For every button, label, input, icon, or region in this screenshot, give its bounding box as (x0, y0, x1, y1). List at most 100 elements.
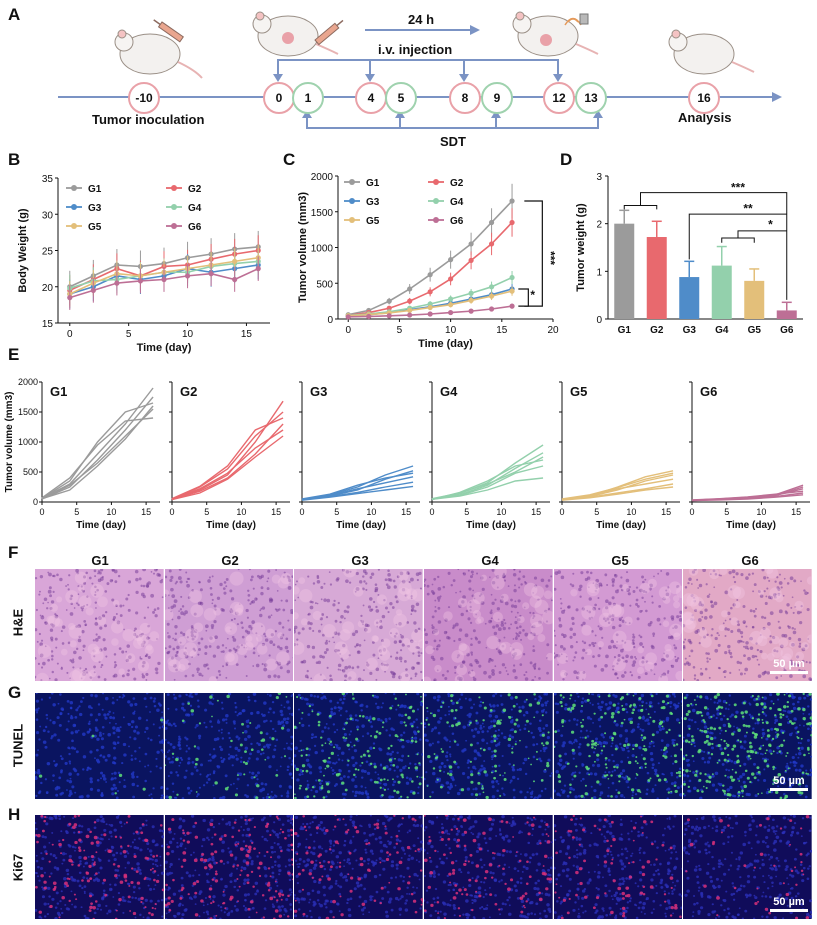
y-axis-label: Tumor volume (mm3) (297, 192, 309, 303)
bar-g2 (646, 237, 667, 319)
panel-letter-e: E (8, 345, 20, 364)
data-point (427, 289, 433, 295)
x-tick-label: G5 (748, 325, 762, 336)
data-point (509, 198, 515, 204)
significance-bracket (524, 200, 543, 307)
ki67-image-g6 (683, 815, 813, 919)
legend-marker (433, 179, 439, 185)
tumor-curve (431, 456, 544, 500)
y-tick-label: 500 (23, 467, 38, 477)
data-point (184, 273, 191, 279)
row-label-ki67: Ki67 (10, 853, 26, 882)
end-caption: Analysis (678, 110, 732, 125)
data-point (509, 303, 515, 309)
he-image-g3 (294, 569, 424, 681)
syringe-icon (153, 19, 184, 43)
x-tick-label: 10 (756, 507, 766, 517)
legend-marker (433, 198, 439, 204)
y-tick-label: 20 (42, 283, 54, 294)
he-image-g4 (424, 569, 553, 681)
significance-bracket (623, 205, 658, 210)
legend-marker (71, 204, 77, 210)
x-tick-label: 5 (397, 325, 403, 336)
tumor-curve (171, 423, 284, 500)
column-header-g4: G4 (481, 553, 499, 568)
tumor-curve (431, 452, 544, 500)
data-point (386, 298, 392, 304)
x-axis-label: Time (day) (418, 338, 473, 350)
x-tick-label: 5 (334, 507, 339, 517)
data-point (468, 290, 474, 296)
legend-marker (433, 217, 439, 223)
y-tick-label: 500 (316, 279, 333, 290)
data-point (448, 302, 454, 308)
group-label: G3 (310, 384, 327, 399)
x-tick-label: 5 (126, 329, 132, 340)
legend-label: G4 (188, 203, 202, 214)
syringe-icon (314, 19, 344, 46)
tunel-image-g1 (35, 693, 164, 799)
group-label: G4 (440, 384, 458, 399)
y-axis-label: Body Weight (g) (17, 208, 29, 292)
day-marker: 0 (263, 82, 295, 114)
significance-label: * (530, 288, 535, 302)
x-tick-label: 10 (496, 507, 506, 517)
tumor-curve (561, 472, 674, 500)
x-tick-label: G1 (618, 325, 632, 336)
legend-marker (171, 185, 177, 191)
tunel-row (35, 693, 813, 799)
row-label-tunel: TUNEL (10, 723, 26, 768)
x-tick-label: 15 (531, 507, 541, 517)
data-point (427, 272, 433, 278)
tumor-curve (301, 476, 414, 500)
injection-bracket (277, 59, 559, 80)
data-point (255, 266, 261, 272)
he-image-g5 (553, 569, 683, 681)
tumor-curve (561, 486, 674, 501)
legend-label: G6 (188, 222, 202, 233)
panel-letter-h: H (8, 805, 21, 824)
data-point (509, 274, 515, 281)
significance-label: *** (543, 251, 557, 265)
data-point (90, 287, 96, 293)
ki67-image-g2 (164, 815, 294, 919)
data-point (488, 293, 495, 299)
legend-marker (71, 223, 77, 229)
mouse-illustration (668, 29, 755, 75)
tumor-curve (41, 402, 154, 499)
x-tick-label: 15 (271, 507, 281, 517)
legend-label: G5 (88, 222, 102, 233)
day-marker: 5 (385, 82, 417, 114)
legend-marker (171, 223, 177, 229)
panel-letter-f: F (8, 543, 19, 562)
x-axis-label: Time (day) (466, 520, 516, 531)
x-tick-label: G6 (780, 325, 794, 336)
significance-label: *** (731, 180, 745, 194)
bar-g4 (711, 265, 732, 319)
x-tick-label: 15 (791, 507, 801, 517)
legend-marker (349, 179, 355, 185)
legend-marker (349, 217, 355, 223)
x-tick-label: 15 (141, 507, 151, 517)
x-tick-label: 0 (559, 507, 564, 517)
he-image-g6 (683, 569, 813, 681)
x-tick-label: G3 (683, 325, 697, 336)
y-tick-label: 25 (42, 247, 54, 258)
legend-marker (171, 204, 177, 210)
day-marker-start: -10 (128, 82, 160, 114)
scale-bar-ki67: 50 µm (770, 896, 808, 912)
x-tick-label: 10 (366, 507, 376, 517)
bar-g1 (614, 223, 635, 319)
column-header-g6: G6 (741, 553, 759, 568)
day-marker: 12 (543, 82, 575, 114)
day-marker: 1 (292, 82, 324, 114)
ki67-image-g3 (294, 815, 424, 919)
panel-letter-b: B (8, 150, 21, 169)
column-header-g2: G2 (221, 553, 239, 568)
tumor-curve (171, 435, 284, 501)
group-label: G5 (570, 384, 587, 399)
legend-marker (349, 198, 355, 204)
y-axis-label: Tumor volume (mm3) (4, 392, 15, 493)
data-point (509, 219, 515, 226)
